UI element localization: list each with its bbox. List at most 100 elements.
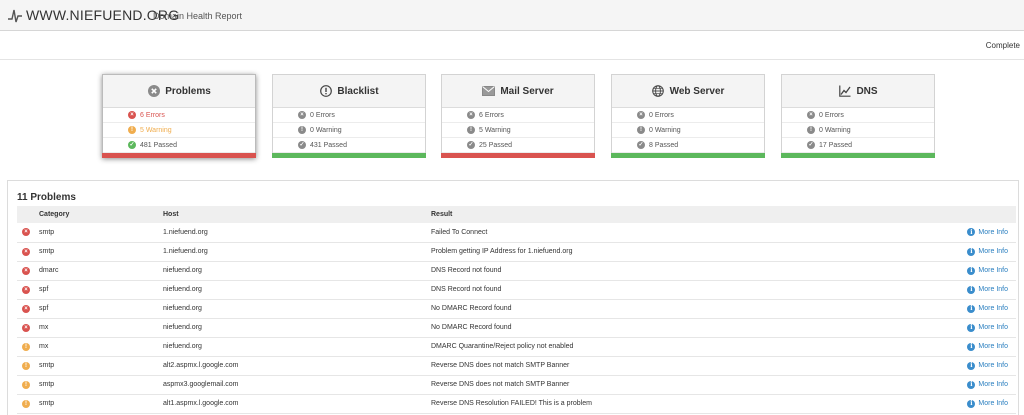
problems-table: Category Host Result × smtp 1.niefuend.org… — [17, 206, 1016, 414]
status-bar — [102, 153, 256, 158]
passed-count: 17 Passed — [819, 141, 853, 149]
card-title: Blacklist — [337, 85, 379, 97]
result-column-header: Result — [431, 211, 453, 218]
row-host: aspmx3.googlemail.com — [163, 381, 239, 388]
card-title: Mail Server — [500, 85, 554, 97]
card-dns[interactable]: DNS × 0 Errors ! 0 Warning ✓ 17 Passed — [781, 74, 935, 158]
errors-count: 0 Errors — [649, 111, 674, 119]
status-bar — [441, 153, 595, 158]
warnings-count: 0 Warning — [310, 126, 342, 134]
row-result: DNS Record not found — [431, 286, 502, 293]
row-status-cell: ! — [17, 356, 39, 375]
info-icon: i — [967, 323, 976, 332]
info-icon: i — [967, 285, 976, 294]
more-info-link[interactable]: i More Info — [967, 266, 1008, 275]
row-status-cell: ! — [17, 375, 39, 394]
status-bar — [611, 153, 765, 158]
check-icon: ✓ — [807, 141, 815, 149]
row-result: Reverse DNS Resolution FAILED! This is a… — [431, 400, 592, 407]
row-more-cell: i More Info — [946, 261, 1016, 280]
table-row: ! smtp alt2.aspmx.l.google.com Reverse DNS … — [17, 356, 1016, 375]
more-info-link[interactable]: i More Info — [967, 342, 1008, 351]
top-bar: WWW.NIEFUEND.ORG Domain Health Report — [0, 0, 1024, 31]
warnings-count: 5 Warning — [140, 126, 172, 134]
more-info-link[interactable]: i More Info — [967, 247, 1008, 256]
passed-row: ✓ 481 Passed — [103, 138, 255, 153]
globe-icon — [652, 85, 665, 98]
error-icon: × — [807, 111, 815, 119]
passed-count: 431 Passed — [310, 141, 347, 149]
table-row: ! mx niefuend.org DMARC Quarantine/Reject p… — [17, 337, 1016, 356]
errors-count: 6 Errors — [479, 111, 504, 119]
status-column-header — [17, 206, 39, 223]
problems-title: 11 Problems — [17, 192, 76, 203]
host-column-header: Host — [163, 211, 179, 218]
warnings-count: 5 Warning — [479, 126, 511, 134]
row-host: niefuend.org — [163, 324, 202, 331]
exclamation-circle-icon — [319, 85, 332, 98]
brand-name[interactable]: WWW.NIEFUEND.ORG — [26, 7, 180, 23]
errors-count: 0 Errors — [310, 111, 335, 119]
card-blacklist[interactable]: Blacklist × 0 Errors ! 0 Warning ✓ 431 Pass… — [272, 74, 426, 158]
row-result: Reverse DNS does not match SMTP Banner — [431, 381, 570, 388]
row-result: Problem getting IP Address for 1.niefuen… — [431, 248, 573, 255]
more-info-link[interactable]: i More Info — [967, 399, 1008, 408]
row-status-cell: × — [17, 280, 39, 299]
row-host: niefuend.org — [163, 343, 202, 350]
status-text: Complete — [985, 41, 1020, 50]
row-host: 1.niefuend.org — [163, 228, 208, 236]
row-category: smtp — [39, 362, 55, 369]
error-icon: × — [128, 111, 136, 119]
error-icon: × — [22, 285, 30, 294]
table-row: × dmarc niefuend.org DNS Record not found i M… — [17, 261, 1016, 280]
status-bar — [272, 153, 426, 158]
more-info-link[interactable]: i More Info — [967, 228, 1008, 237]
line-chart-icon — [838, 85, 851, 98]
more-info-label: More Info — [978, 286, 1008, 293]
card-web-server[interactable]: Web Server × 0 Errors ! 0 Warning ✓ 8 Passe… — [611, 74, 765, 158]
card-mail-server[interactable]: Mail Server × 6 Errors ! 5 Warning ✓ 25 Pas… — [441, 74, 595, 158]
table-row: × smtp 1.niefuend.org Failed To Connect i Mor… — [17, 223, 1016, 242]
table-row: × smtp 1.niefuend.org Problem getting IP Ad… — [17, 242, 1016, 261]
row-host: 1.niefuend.org — [163, 248, 208, 255]
warning-icon: ! — [22, 399, 30, 408]
passed-count: 481 Passed — [140, 141, 177, 149]
errors-count: 6 Errors — [140, 111, 165, 119]
error-icon: × — [22, 266, 30, 275]
more-info-label: More Info — [978, 343, 1008, 350]
more-info-link[interactable]: i More Info — [967, 285, 1008, 294]
warnings-row: ! 0 Warning — [612, 123, 764, 138]
error-icon: × — [22, 304, 30, 313]
more-info-label: More Info — [978, 248, 1008, 255]
row-status-cell: × — [17, 223, 39, 242]
more-info-label: More Info — [978, 381, 1008, 388]
card-header: Mail Server — [442, 75, 594, 108]
warning-icon: ! — [128, 126, 136, 134]
row-category: smtp — [39, 400, 55, 407]
passed-row: ✓ 8 Passed — [612, 138, 764, 153]
row-more-cell: i More Info — [946, 337, 1016, 356]
passed-count: 25 Passed — [479, 141, 513, 149]
envelope-icon — [482, 85, 496, 98]
error-icon: × — [298, 111, 306, 119]
more-info-column-header — [946, 206, 1016, 223]
warnings-count: 0 Warning — [819, 126, 851, 134]
table-row: × mx niefuend.org No DMARC Record found i Mor… — [17, 318, 1016, 337]
row-host: alt1.aspmx.l.google.com — [163, 400, 239, 407]
row-result: Reverse DNS does not match SMTP Banner — [431, 362, 570, 369]
card-problems[interactable]: Problems × 6 Errors ! 5 Warning ✓ 481 Passe… — [102, 74, 256, 158]
category-column-header: Category — [39, 211, 70, 218]
report-subtitle: Domain Health Report — [153, 11, 243, 21]
errors-row: × 0 Errors — [612, 108, 764, 123]
x-circle-icon — [147, 85, 160, 98]
error-icon: × — [637, 111, 645, 119]
more-info-link[interactable]: i More Info — [967, 361, 1008, 370]
more-info-link[interactable]: i More Info — [967, 380, 1008, 389]
row-status-cell: × — [17, 261, 39, 280]
more-info-link[interactable]: i More Info — [967, 304, 1008, 313]
more-info-link[interactable]: i More Info — [967, 323, 1008, 332]
table-row: ! smtp aspmx3.googlemail.com Reverse DNS do… — [17, 375, 1016, 394]
row-category: smtp — [39, 228, 55, 236]
row-status-cell: ! — [17, 394, 39, 413]
card-title: Problems — [165, 85, 211, 97]
